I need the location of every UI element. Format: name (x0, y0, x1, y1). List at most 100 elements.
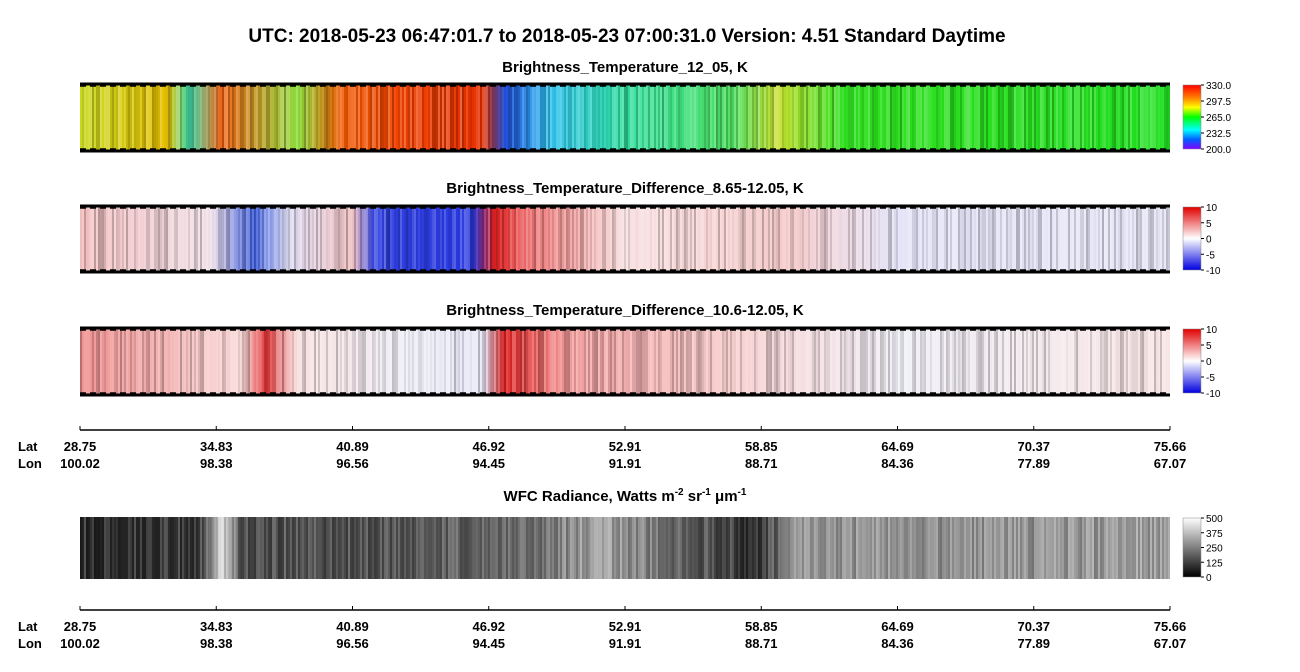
texture (1154, 517, 1156, 579)
texture (292, 328, 294, 395)
texture (662, 517, 664, 579)
texture (290, 206, 292, 272)
lat-label: 58.85 (745, 439, 778, 454)
texture (988, 84, 990, 151)
texture (274, 206, 276, 272)
texture (350, 328, 352, 395)
texture (628, 206, 630, 272)
texture (328, 328, 330, 395)
texture (698, 84, 700, 151)
texture (240, 206, 242, 272)
texture (794, 328, 796, 395)
texture (838, 206, 840, 272)
texture (1120, 206, 1122, 272)
texture (220, 84, 222, 151)
texture (394, 517, 396, 579)
texture (194, 328, 196, 395)
texture (218, 206, 220, 272)
texture (882, 328, 884, 395)
texture (454, 328, 456, 395)
texture (534, 328, 536, 395)
texture (180, 517, 182, 579)
texture (972, 206, 974, 272)
texture (126, 206, 128, 272)
texture (290, 328, 292, 395)
texture (840, 328, 842, 395)
texture (690, 206, 692, 272)
texture (98, 517, 100, 579)
texture (126, 517, 128, 579)
texture (668, 206, 670, 272)
texture (1168, 206, 1170, 272)
texture (868, 517, 870, 579)
texture (506, 84, 508, 151)
texture (476, 84, 478, 151)
texture (254, 517, 256, 579)
texture (798, 84, 800, 151)
texture (216, 84, 218, 151)
texture (666, 328, 668, 395)
texture (244, 84, 246, 151)
texture (232, 328, 234, 395)
texture (932, 84, 934, 151)
texture (230, 206, 232, 272)
texture (344, 328, 346, 395)
texture (402, 206, 404, 272)
texture (816, 84, 818, 151)
texture (232, 84, 234, 151)
texture (1004, 84, 1006, 151)
texture (340, 84, 342, 151)
texture (586, 84, 588, 151)
texture (216, 517, 218, 579)
lon-label: 94.45 (472, 636, 505, 651)
texture (238, 517, 240, 579)
texture (424, 206, 426, 272)
texture (322, 328, 324, 395)
texture (534, 517, 536, 579)
texture (202, 206, 204, 272)
texture (188, 328, 190, 395)
texture (290, 84, 292, 151)
texture (1018, 517, 1020, 579)
texture (516, 206, 518, 272)
texture (1018, 328, 1020, 395)
texture (1070, 328, 1072, 395)
texture (712, 517, 714, 579)
texture (888, 328, 890, 395)
texture (366, 206, 368, 272)
texture (782, 328, 784, 395)
texture (1000, 328, 1002, 395)
texture (404, 328, 406, 395)
texture (484, 517, 486, 579)
texture (800, 517, 802, 579)
texture (848, 328, 850, 395)
texture (748, 206, 750, 272)
texture (206, 84, 208, 151)
texture (604, 84, 606, 151)
colorbar-label: 5 (1206, 341, 1212, 352)
texture (844, 328, 846, 395)
texture (1054, 206, 1056, 272)
texture (874, 84, 876, 151)
texture (450, 517, 452, 579)
texture (248, 517, 250, 579)
texture (388, 328, 390, 395)
texture (574, 328, 576, 395)
texture (330, 517, 332, 579)
texture (1086, 206, 1088, 272)
texture (764, 206, 766, 272)
texture (618, 328, 620, 395)
texture (670, 206, 672, 272)
texture (892, 328, 894, 395)
texture (638, 517, 640, 579)
texture (554, 84, 556, 151)
texture (110, 328, 112, 395)
texture (476, 328, 478, 395)
texture (338, 328, 340, 395)
texture (144, 328, 146, 395)
texture (910, 84, 912, 151)
texture (970, 517, 972, 579)
colorbar-label: 10 (1206, 325, 1218, 336)
texture (1138, 517, 1140, 579)
texture (604, 517, 606, 579)
